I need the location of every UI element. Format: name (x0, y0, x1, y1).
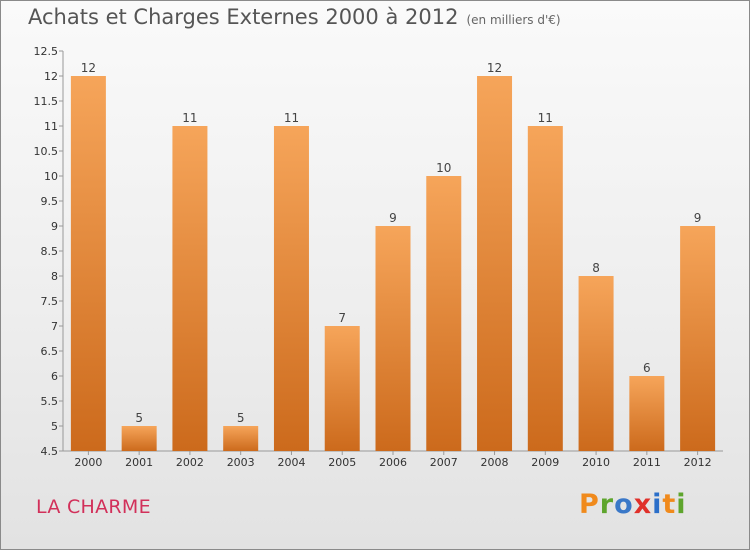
y-tick-label: 7.5 (41, 295, 59, 308)
x-tick-label: 2000 (74, 456, 102, 469)
chart-unit-note: (en milliers d'€) (466, 13, 561, 27)
bar (273, 126, 309, 451)
y-tick-label: 5 (51, 420, 58, 433)
y-tick-label: 11.5 (34, 95, 59, 108)
data-label: 8 (592, 261, 600, 275)
brand-letter: o (614, 489, 634, 520)
x-tick-label: 2012 (684, 456, 712, 469)
data-label: 5 (135, 411, 143, 425)
bar (223, 426, 259, 451)
y-tick-label: 8.5 (41, 245, 59, 258)
brand-letter: P (579, 489, 600, 520)
x-tick-label: 2003 (227, 456, 255, 469)
y-tick-label: 8 (51, 270, 58, 283)
y-tick-label: 5.5 (41, 395, 59, 408)
x-tick-label: 2011 (633, 456, 661, 469)
y-tick-label: 6 (51, 370, 58, 383)
x-tick-label: 2004 (277, 456, 305, 469)
brand-letter: t (662, 489, 677, 520)
data-label: 11 (538, 111, 553, 125)
brand-letter: r (599, 489, 615, 520)
bar (70, 76, 106, 451)
data-label: 11 (182, 111, 197, 125)
chart-title: Achats et Charges Externes 2000 à 2012 (e… (28, 5, 561, 29)
x-tick-label: 2008 (481, 456, 509, 469)
bar (578, 276, 614, 451)
data-labels-group: 12 5 11 5 11 7 9 10 12 11 8 6 9 (81, 61, 702, 425)
x-tick-label: 2005 (328, 456, 356, 469)
bar (426, 176, 462, 451)
data-label: 12 (487, 61, 502, 75)
data-label: 9 (389, 211, 397, 225)
y-tick-label: 9 (51, 220, 58, 233)
y-tick-label: 10.5 (34, 145, 59, 158)
proxiti-logo[interactable]: Proxiti (579, 489, 687, 520)
y-tick-label: 10 (44, 170, 58, 183)
brand-letter: i (652, 489, 663, 520)
y-tick-label: 7 (51, 320, 58, 333)
brand-letter: x (633, 489, 653, 520)
y-axis: 4.5 5 5.5 6 6.5 7 7.5 8 8.5 9 9.5 10 10.5 11 11.5 12 12.… (34, 45, 64, 458)
chart-title-text: Achats et Charges Externes 2000 à 2012 (28, 5, 459, 29)
bars-group (70, 76, 716, 451)
data-label: 6 (643, 361, 651, 375)
data-label: 7 (338, 311, 346, 325)
x-tick-label: 2009 (531, 456, 559, 469)
bar (680, 226, 716, 451)
x-axis: 2000 2001 2002 2003 2004 2005 2006 2007 2008 2009… (63, 450, 723, 469)
x-tick-label: 2006 (379, 456, 407, 469)
data-label: 5 (237, 411, 245, 425)
bar (477, 76, 513, 451)
data-label: 10 (436, 161, 451, 175)
y-tick-label: 6.5 (41, 345, 59, 358)
x-tick-label: 2010 (582, 456, 610, 469)
x-tick-label: 2001 (125, 456, 153, 469)
x-tick-label: 2002 (176, 456, 204, 469)
y-tick-label: 11 (44, 120, 58, 133)
data-label: 11 (284, 111, 299, 125)
data-label: 9 (694, 211, 702, 225)
y-tick-label: 9.5 (41, 195, 59, 208)
commune-name: LA CHARME (36, 496, 151, 518)
bar (527, 126, 563, 451)
bar (629, 376, 665, 451)
x-tick-label: 2007 (430, 456, 458, 469)
brand-letter: i (676, 489, 687, 520)
bar (324, 326, 360, 451)
y-tick-label: 12 (44, 70, 58, 83)
bar (121, 426, 157, 451)
data-label: 12 (81, 61, 96, 75)
y-tick-label: 4.5 (41, 445, 59, 458)
bar (375, 226, 411, 451)
bar (172, 126, 208, 451)
y-tick-label: 12.5 (34, 45, 59, 58)
